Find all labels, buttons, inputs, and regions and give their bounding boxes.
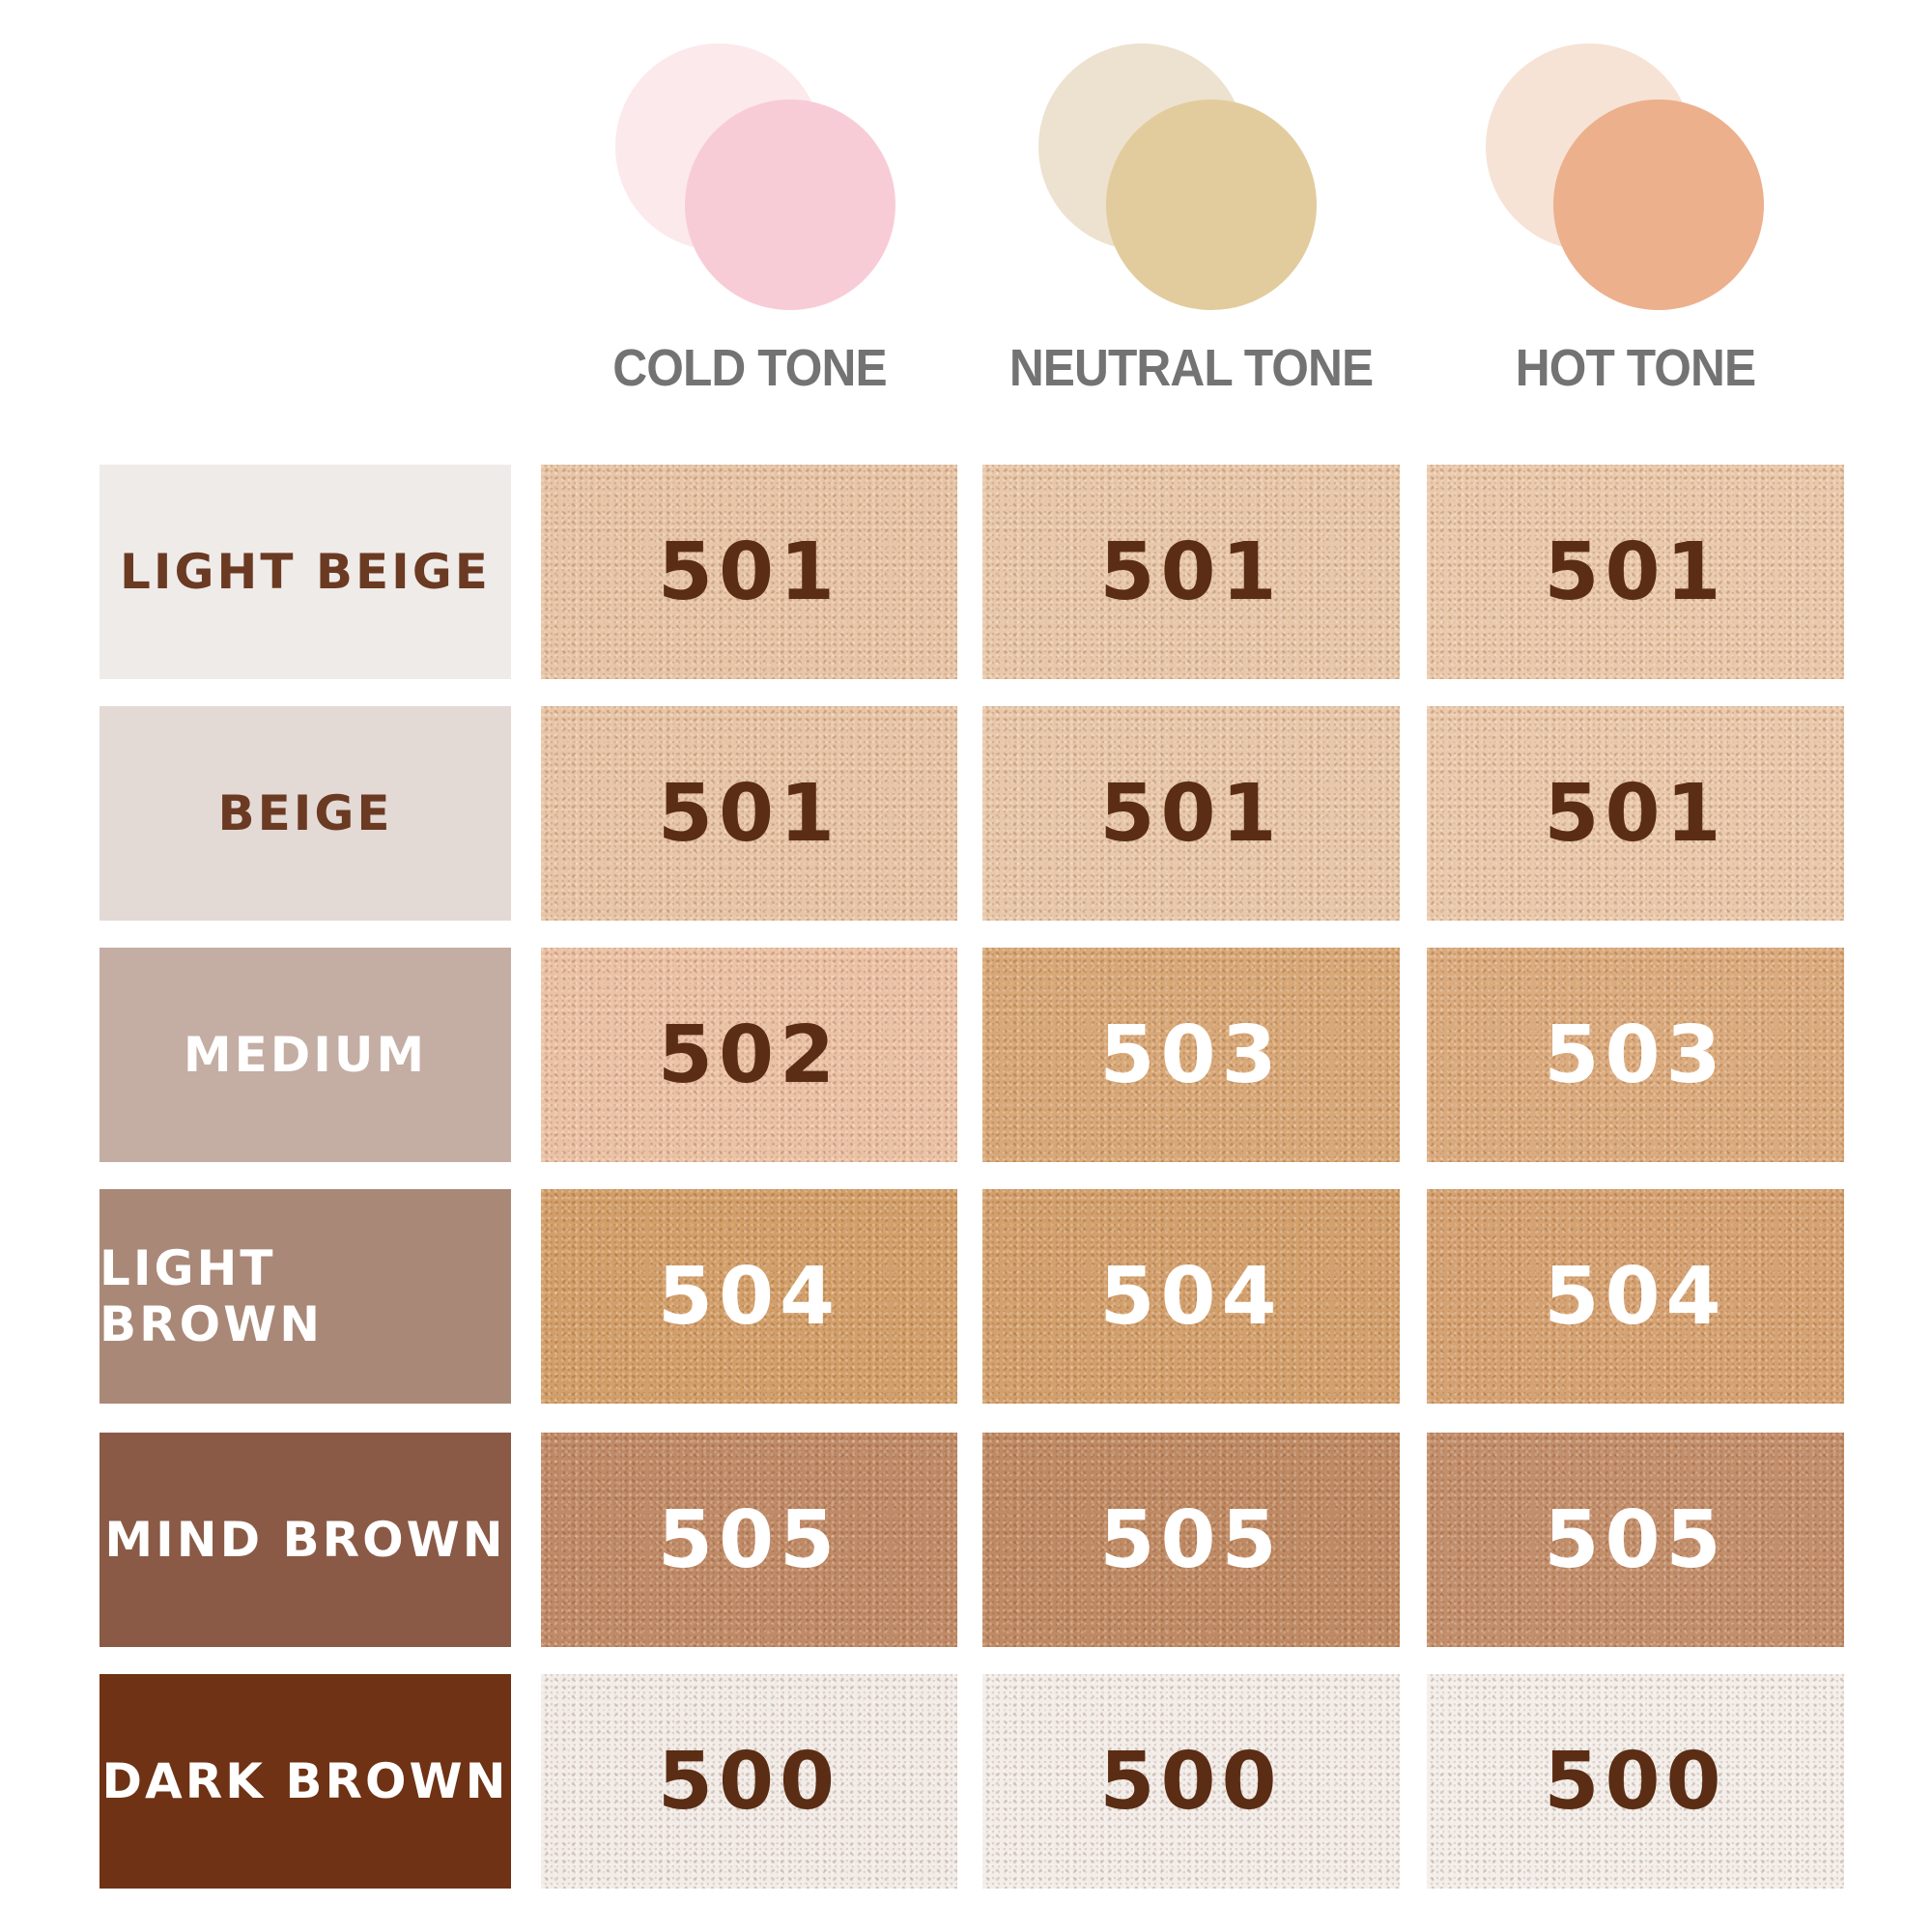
shade-code: 501 — [1099, 767, 1283, 860]
row-label-medium: MEDIUM — [99, 948, 511, 1162]
shade-swatch: 504 — [982, 1189, 1400, 1404]
shade-swatch: 500 — [541, 1674, 957, 1889]
tone-label: HOT TONE — [1515, 339, 1756, 397]
shade-code: 505 — [657, 1493, 841, 1586]
tone-label: COLD TONE — [611, 339, 887, 397]
shade-swatch: 503 — [1427, 948, 1844, 1162]
shade-swatch: 504 — [1427, 1189, 1844, 1404]
shade-swatch: 505 — [1427, 1433, 1844, 1647]
row-label-light-beige: LIGHT BEIGE — [99, 465, 511, 679]
shade-code: 501 — [1544, 526, 1727, 618]
shade-swatch: 501 — [541, 706, 957, 921]
row-label-beige: BEIGE — [99, 706, 511, 921]
shade-swatch: 501 — [1427, 706, 1844, 921]
tone-swatch-main-circle — [1106, 99, 1317, 310]
shade-code: 504 — [1544, 1250, 1727, 1343]
tone-swatch-main-circle — [685, 99, 895, 310]
shade-code: 500 — [1544, 1735, 1727, 1828]
shade-code: 501 — [657, 526, 841, 618]
shade-code: 504 — [657, 1250, 841, 1343]
shade-code: 500 — [657, 1735, 841, 1828]
shade-swatch: 501 — [982, 465, 1400, 679]
shade-swatch: 502 — [541, 948, 957, 1162]
shade-code: 501 — [1544, 767, 1727, 860]
shade-code: 503 — [1099, 1009, 1283, 1101]
shade-swatch: 505 — [982, 1433, 1400, 1647]
shade-swatch: 501 — [541, 465, 957, 679]
shade-swatch: 504 — [541, 1189, 957, 1404]
shade-swatch: 501 — [982, 706, 1400, 921]
row-label-mind-brown: MIND BROWN — [99, 1433, 511, 1647]
shade-swatch: 500 — [982, 1674, 1400, 1889]
shade-code: 505 — [1099, 1493, 1283, 1586]
shade-code: 505 — [1544, 1493, 1727, 1586]
shade-swatch: 505 — [541, 1433, 957, 1647]
row-label-dark-brown: DARK BROWN — [99, 1674, 511, 1889]
row-label-light-brown: LIGHT BROWN — [99, 1189, 511, 1404]
shade-code: 503 — [1544, 1009, 1727, 1101]
tone-swatch-main-circle — [1553, 99, 1764, 310]
tone-label: NEUTRAL TONE — [1009, 339, 1374, 397]
shade-code: 501 — [657, 767, 841, 860]
shade-swatch: 500 — [1427, 1674, 1844, 1889]
shade-swatch: 501 — [1427, 465, 1844, 679]
shade-code: 501 — [1099, 526, 1283, 618]
shade-code: 504 — [1099, 1250, 1283, 1343]
shade-code: 500 — [1099, 1735, 1283, 1828]
shade-swatch: 503 — [982, 948, 1400, 1162]
shade-code: 502 — [657, 1009, 841, 1101]
